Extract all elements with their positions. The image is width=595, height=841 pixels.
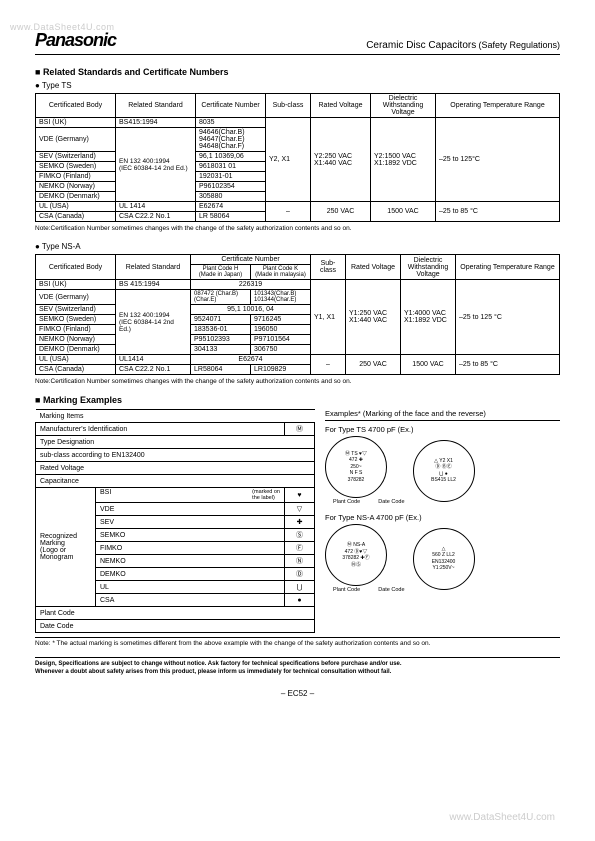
t1-h3: Sub-class <box>266 94 311 118</box>
note3: Note: * The actual marking is sometimes … <box>35 637 560 647</box>
t1-h1: Related Standard <box>116 94 196 118</box>
examples-title: Examples* (Marking of the face and the r… <box>325 409 560 421</box>
ex-nsa-label: For Type NS-A 4700 pF (Ex.) <box>325 513 560 522</box>
table-type-nsa: Certificated Body Related Standard Certi… <box>35 254 560 375</box>
disc-nsa-reverse: △ 560 Z LL2 EN132400 Y1:250V~ <box>413 528 475 590</box>
table-type-ts: Certificated Body Related Standard Certi… <box>35 93 560 222</box>
note2: Note:Certification Number sometimes chan… <box>35 378 560 385</box>
section2-title: Marking Examples <box>35 395 560 405</box>
disc-row-nsa: Ⓜ NS-A 472 Ⓓ♥▽ 378282 ✚Ⓕ ⓃⓈ Plant CodeDa… <box>325 524 560 593</box>
type-nsa-label: Type NS-A <box>35 242 560 251</box>
page-header: Panasonic Ceramic Disc Capacitors (Safet… <box>35 30 560 55</box>
table-row: BSI (UK) BS415:1994 8035 Y2, X1 Y2:250 V… <box>36 118 560 128</box>
footer: Design, Specifications are subject to ch… <box>35 657 560 677</box>
doc-title: Ceramic Disc Capacitors <box>366 40 476 51</box>
table-row: UL (USA) UL1414 E62674 – 250 VAC 1500 VA… <box>36 355 560 365</box>
table-row: BSI (UK) BS 415:1994 226319 Y1, X1 Y1:25… <box>36 280 560 290</box>
disc-ts-face: Ⓜ TS ♥▽ 472 ✚ 250~ N F S 378282 <box>325 436 387 498</box>
t1-h5: Dielectric Withstanding Voltage <box>371 94 436 118</box>
t1-h0: Certificated Body <box>36 94 116 118</box>
page-number: – EC52 – <box>35 689 560 698</box>
t1-h4: Rated Voltage <box>311 94 371 118</box>
watermark-bottom: www.DataSheet4U.com <box>449 812 555 823</box>
t1-h2: Certificate Number <box>196 94 266 118</box>
watermark-top: www.DataSheet4U.com <box>10 22 115 32</box>
brand-logo: Panasonic <box>35 30 116 51</box>
section1-title: Related Standards and Certificate Number… <box>35 67 560 77</box>
marking-table: Marking Items Manufacturer's Identificat… <box>35 409 315 633</box>
disc-ts-reverse: △ Y2 X1 Ⓓ ⒷⒺ ⋃ ● BS415 LL2 <box>413 440 475 502</box>
disc-nsa-face: Ⓜ NS-A 472 Ⓓ♥▽ 378282 ✚Ⓕ ⓃⓈ <box>325 524 387 586</box>
type-ts-label: Type TS <box>35 81 560 90</box>
t1-h6: Operating Temperature Range <box>436 94 560 118</box>
ex-ts-label: For Type TS 4700 pF (Ex.) <box>325 425 560 434</box>
note1: Note:Certification Number sometimes chan… <box>35 225 560 232</box>
disc-row-ts: Ⓜ TS ♥▽ 472 ✚ 250~ N F S 378282 Plant Co… <box>325 436 560 505</box>
doc-subtitle: (Safety Regulations) <box>478 40 560 50</box>
table-row: UL (USA) UL 1414 E62674 – 250 VAC 1500 V… <box>36 202 560 212</box>
